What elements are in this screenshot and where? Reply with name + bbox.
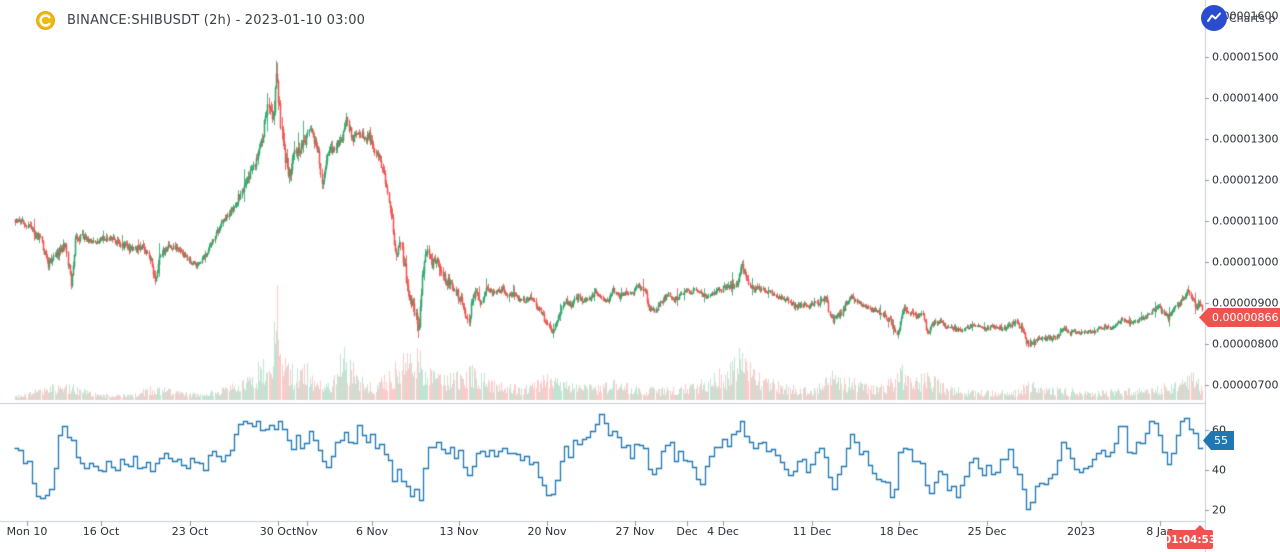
chart-title: BINANCE:SHIBUSDT (2h) - 2023-01-10 03:00 (67, 13, 366, 28)
rsi-tick-label: 40 (1212, 463, 1226, 477)
date-tick-label: 18 Dec (879, 525, 919, 538)
date-tick-label: 16 Oct (82, 525, 120, 538)
date-tick-label: 13 Nov (439, 525, 479, 538)
price-tick-label: 0.00001100 (1212, 214, 1279, 228)
rsi-tick-label: 20 (1212, 503, 1226, 517)
tradingview-logo-icon[interactable] (1201, 5, 1227, 31)
bar-countdown-tag: 01:04:53 (1163, 525, 1217, 549)
date-tick-label: 6 Nov (356, 525, 388, 538)
last-price-tag: 0.00000866 (1199, 308, 1280, 327)
price-tick-label: 0.00001200 (1212, 173, 1279, 187)
price-tick-label: 0.00001600 (1212, 9, 1279, 23)
date-tick-label: 11 Dec (792, 525, 832, 538)
date-tick-label: Mon 10 (6, 525, 48, 538)
date-tick-label: 20 Nov (527, 525, 567, 538)
price-tick-label: 0.00000700 (1212, 378, 1279, 392)
last-price-value: 0.00000866 (1212, 311, 1279, 324)
coin-icon (36, 11, 55, 30)
date-tick-label: 4 Dec (707, 525, 739, 538)
date-tick-label: 23 Oct (171, 525, 209, 538)
price-tick-label: 0.00000800 (1212, 337, 1279, 351)
date-tick-label: 8 Jan (1146, 525, 1174, 538)
price-tick-label: 0.00001000 (1212, 255, 1279, 269)
countdown-value: 01:04:53 (1163, 533, 1217, 546)
attribution-label: Charts p (1229, 11, 1276, 25)
rsi-value: 55 (1214, 434, 1228, 447)
date-tick-label: 25 Dec (967, 525, 1007, 538)
price-tick-label: 0.00001400 (1212, 91, 1279, 105)
date-tick-label: Nov (296, 525, 318, 538)
price-tick-label: 0.00001300 (1212, 132, 1279, 146)
price-tick-label: 0.00001500 (1212, 50, 1279, 64)
date-tick-label: 27 Nov (615, 525, 655, 538)
tradingview-attribution[interactable]: Charts p (1201, 5, 1275, 31)
date-tick-label: 30 Oct (259, 525, 297, 538)
date-tick-label: 2023 (1067, 525, 1095, 538)
price-tick-label: 0.00000900 (1212, 296, 1279, 310)
date-tick-label: Dec (676, 525, 698, 538)
chart-header: BINANCE:SHIBUSDT (2h) - 2023-01-10 03:00 (36, 11, 365, 30)
rsi-value-tag: 55 (1203, 431, 1234, 450)
